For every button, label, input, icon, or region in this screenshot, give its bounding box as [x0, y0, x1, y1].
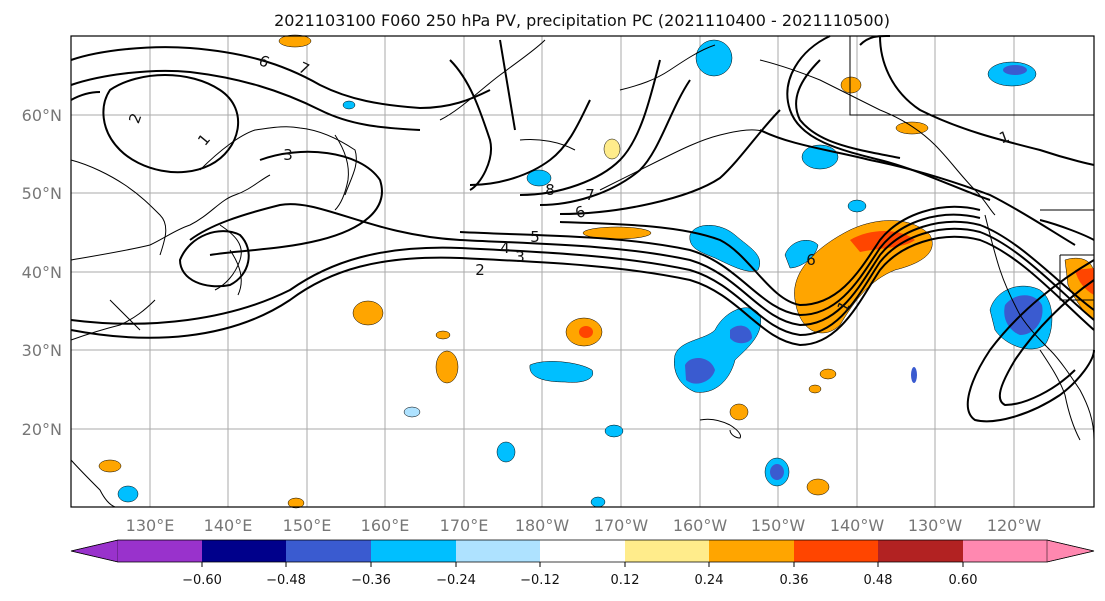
- lon-label: 140°W: [830, 516, 885, 535]
- lon-label: 160°E: [361, 516, 410, 535]
- lat-label: 50°N: [22, 184, 62, 203]
- precip-negative-region: [529, 361, 594, 383]
- precip-positive-region: [435, 350, 459, 384]
- longitude-labels: 130°E 140°E 150°E 160°E 170°E 180°W 170°…: [126, 516, 1042, 535]
- colorbar: −0.60 −0.48 −0.36 −0.24 −0.12 0.12 0.24 …: [70, 539, 1095, 588]
- precip-negative-core: [1004, 295, 1043, 335]
- precip-negative-region: [847, 199, 867, 213]
- colorbar-segment: [371, 540, 456, 562]
- colorbar-segment: [286, 540, 371, 562]
- colorbar-segment: [878, 540, 963, 562]
- precip-negative-region: [403, 406, 421, 418]
- precip-positive-region: [352, 300, 384, 326]
- precip-negative-region: [526, 169, 552, 187]
- lon-label: 150°W: [751, 516, 806, 535]
- precip-positive-region: [287, 497, 305, 509]
- latitude-labels: 60°N 50°N 40°N 30°N 20°N: [22, 106, 62, 439]
- contour-label: 3: [283, 146, 293, 164]
- colorbar-tick-label: 0.36: [780, 573, 809, 588]
- colorbar-segment: [963, 540, 1047, 562]
- colorbar-tick-label: −0.36: [351, 573, 391, 588]
- lon-label: 160°W: [673, 516, 728, 535]
- precip-negative-region: [342, 100, 356, 110]
- precip-positive-region: [840, 76, 862, 94]
- lat-label: 20°N: [22, 420, 62, 439]
- colorbar-segment: [794, 540, 878, 562]
- precip-positive-region: [98, 459, 122, 473]
- precip-positive-region: [808, 384, 822, 394]
- lon-label: 170°E: [440, 516, 489, 535]
- figure-title: 2021103100 F060 250 hPa PV, precipitatio…: [274, 11, 890, 30]
- lon-label: 180°W: [515, 516, 570, 535]
- contour-label: 8: [545, 181, 555, 199]
- map-panel: 6 7 2 1 3 8 7 6 5 4 3 2 1 6 1: [70, 34, 1095, 509]
- pv-contours: [70, 34, 1095, 423]
- precip-positive-core: [1075, 268, 1094, 295]
- colorbar-segment: [202, 540, 286, 562]
- precip-negative-region: [117, 485, 139, 503]
- lat-label: 60°N: [22, 106, 62, 125]
- contour-label: 5: [530, 228, 540, 246]
- precip-negative-core: [770, 464, 784, 480]
- colorbar-segment: [118, 540, 202, 562]
- lon-label: 120°W: [987, 516, 1042, 535]
- lat-label: 30°N: [22, 341, 62, 360]
- map-frame: [70, 35, 1095, 508]
- lon-label: 140°E: [204, 516, 253, 535]
- colorbar-outline: [70, 539, 1095, 563]
- colorbar-tick-label: −0.48: [266, 573, 306, 588]
- precip-positive-region: [794, 220, 933, 334]
- contour-label: 7: [585, 186, 595, 204]
- precip-positive-region: [278, 34, 312, 48]
- precip-positive-core: [579, 326, 593, 338]
- colorbar-low-extension: [70, 539, 119, 563]
- precip-positive-region: [895, 121, 929, 135]
- precip-negative-region: [604, 424, 624, 438]
- precip-positive-region: [729, 403, 749, 421]
- lon-label: 130°W: [908, 516, 963, 535]
- precip-negative-region: [590, 496, 606, 508]
- precip-positive-region: [806, 478, 830, 496]
- precip-negative-core: [685, 358, 715, 384]
- precip-positive-core: [850, 231, 915, 252]
- colorbar-tick-label: 0.60: [949, 573, 978, 588]
- colorbar-segment: [709, 540, 794, 562]
- precip-negative-region: [784, 240, 819, 269]
- precip-negative-core: [1003, 65, 1027, 75]
- contour-label: 6: [806, 251, 816, 269]
- precip-negative-core: [730, 325, 752, 344]
- colorbar-segment: [540, 540, 625, 562]
- precip-negative-region: [911, 367, 917, 383]
- colorbar-tick-label: 0.48: [864, 573, 893, 588]
- lon-label: 130°E: [126, 516, 175, 535]
- contour-label: 2: [475, 261, 485, 279]
- coastlines: [70, 36, 1095, 508]
- precip-negative-region: [496, 441, 516, 463]
- colorbar-segment: [625, 540, 709, 562]
- precip-positive-region: [435, 330, 451, 340]
- lat-label: 40°N: [22, 263, 62, 282]
- colorbar-tick-label: −0.12: [520, 573, 560, 588]
- lon-label: 150°E: [283, 516, 332, 535]
- lon-label: 170°W: [594, 516, 649, 535]
- contour-label: 4: [500, 239, 510, 257]
- colorbar-tick-label: 0.24: [695, 573, 724, 588]
- colorbar-tick-label: 0.12: [611, 573, 640, 588]
- colorbar-high-extension: [1046, 539, 1095, 563]
- precip-positive-region: [603, 138, 621, 160]
- colorbar-tick-label: −0.60: [182, 573, 222, 588]
- colorbar-tick-label: −0.24: [436, 573, 476, 588]
- contour-label: 3: [515, 248, 525, 266]
- colorbar-segment: [456, 540, 540, 562]
- precip-positive-region: [819, 368, 837, 380]
- colorbar-ticks: [201, 562, 964, 567]
